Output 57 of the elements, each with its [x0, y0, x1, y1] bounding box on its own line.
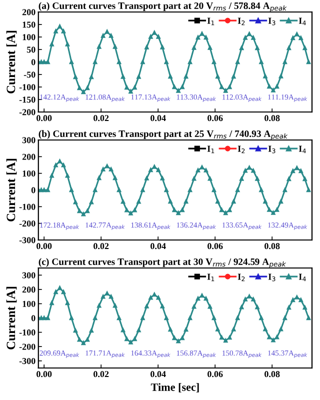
y-tick-label: -150	[19, 96, 36, 103]
chart-title: (c) Current curves Transport part at 30 V$_{rms}$ / 924.59 A$_{peak}$	[38, 258, 286, 268]
legend-label: I$_{3}$	[268, 146, 276, 154]
x-tick-label: 0.08	[264, 243, 280, 250]
y-tick-label: 150	[22, 22, 36, 28]
legend-label: I$_{1}$	[207, 18, 214, 26]
x-tick-label: 0.08	[264, 115, 280, 122]
y-tick-label: 50	[26, 46, 36, 53]
y-tick-label: -300	[19, 237, 36, 244]
x-tick-label: 0.00	[36, 371, 52, 378]
x-tick-label: 0.04	[150, 243, 166, 250]
y-axis-title: Current [A]	[6, 30, 17, 94]
y-axis-title: Current [A]	[6, 286, 17, 350]
x-tick-label: 0.02	[94, 371, 109, 378]
y-tick-label: -100	[19, 204, 36, 210]
x-tick-label: 0.04	[150, 371, 166, 378]
x-tick-label: 0.00	[36, 115, 52, 122]
legend-label: I$_{4}$	[298, 146, 306, 154]
x-tick-label: 0.00	[36, 243, 52, 250]
legend-label: I$_{3}$	[268, 274, 276, 282]
x-tick-label: 0.04	[150, 115, 166, 122]
legend-label: I$_{2}$	[238, 274, 245, 282]
x-tick-label: 0.02	[94, 243, 109, 250]
x-tick-label: 0.08	[264, 371, 280, 378]
chart-title: (a) Current curves Transport part at 20 V$_{rms}$ / 578.84 A$_{peak}$	[38, 2, 287, 12]
y-tick-label: -200	[19, 344, 36, 350]
y-tick-label: 200	[22, 286, 36, 293]
legend-label: I$_{2}$	[238, 18, 245, 26]
legend-label: I$_{2}$	[238, 146, 245, 154]
legend-label: I$_{3}$	[268, 18, 276, 26]
y-tick-label: -200	[19, 220, 36, 227]
y-tick-label: 100	[22, 34, 36, 40]
x-tick-label: 0.02	[94, 115, 109, 122]
y-tick-label: -100	[19, 329, 36, 336]
x-tick-label: 0.06	[208, 243, 223, 250]
legend-label: I$_{1}$	[207, 274, 214, 282]
x-tick-label: 0.06	[208, 115, 223, 122]
y-tick-label: -300	[19, 358, 36, 364]
legend-label: I$_{4}$	[298, 274, 306, 282]
y-tick-label: -50	[24, 72, 36, 78]
y-tick-label: -100	[19, 84, 36, 90]
y-tick-label: 0	[31, 315, 36, 322]
y-tick-label: 100	[22, 300, 36, 307]
y-tick-label: 300	[22, 137, 36, 144]
y-tick-label: 0	[31, 59, 36, 66]
y-axis-title: Current [A]	[6, 158, 17, 222]
y-tick-label: 0	[31, 187, 36, 194]
chart-title: (b) Current curves Transport part at 25 V$_{rms}$ / 740.93 A$_{peak}$	[38, 130, 288, 140]
legend-label: I$_{1}$	[207, 146, 214, 154]
y-tick-label: 200	[22, 154, 36, 160]
x-tick-label: 0.06	[208, 371, 223, 378]
legend-label: I$_{4}$	[298, 18, 306, 26]
y-tick-label: -200	[19, 109, 36, 116]
y-tick-label: 100	[22, 170, 36, 177]
x-axis-title: Time [sec]	[150, 383, 199, 392]
y-tick-label: 200	[22, 9, 36, 16]
y-tick-label: 300	[22, 272, 36, 278]
